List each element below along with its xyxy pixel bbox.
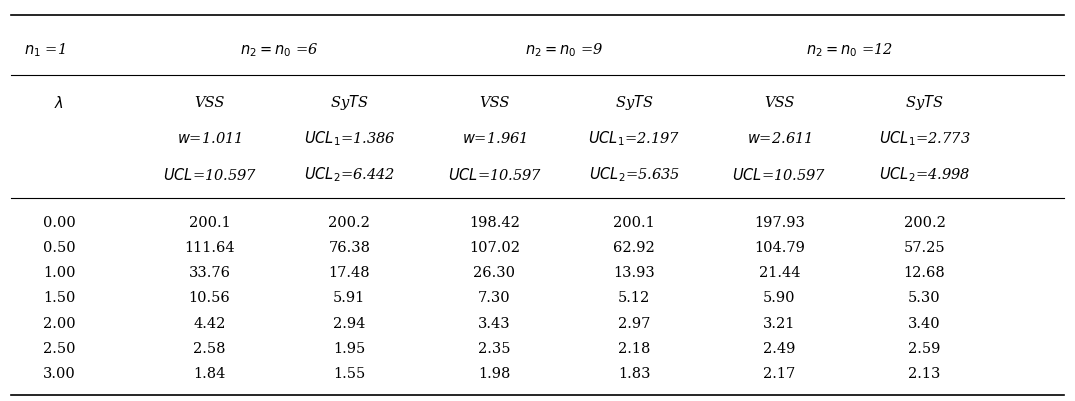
- Text: 0.50: 0.50: [43, 241, 75, 255]
- Text: $UCL_1$=2.773: $UCL_1$=2.773: [878, 129, 971, 148]
- Text: 107.02: 107.02: [469, 241, 520, 255]
- Text: 5.30: 5.30: [908, 291, 941, 305]
- Text: 2.58: 2.58: [194, 341, 226, 355]
- Text: $n_2 = n_0$ =6: $n_2 = n_0$ =6: [241, 41, 318, 59]
- Text: 198.42: 198.42: [469, 216, 520, 229]
- Text: $w$=2.611: $w$=2.611: [747, 131, 812, 146]
- Text: 21.44: 21.44: [759, 266, 800, 279]
- Text: $UCL_2$=6.442: $UCL_2$=6.442: [304, 165, 395, 184]
- Text: Sy$\mathit{T}$S: Sy$\mathit{T}$S: [615, 93, 654, 112]
- Text: 2.00: 2.00: [43, 316, 75, 330]
- Text: 3.40: 3.40: [908, 316, 941, 330]
- Text: Sy$\mathit{T}$S: Sy$\mathit{T}$S: [905, 93, 944, 112]
- Text: 26.30: 26.30: [473, 266, 516, 279]
- Text: $n_1$ =1: $n_1$ =1: [24, 41, 66, 59]
- Text: $UCL$=10.597: $UCL$=10.597: [447, 166, 542, 182]
- Text: $\lambda$: $\lambda$: [54, 94, 64, 110]
- Text: $w$=1.011: $w$=1.011: [177, 131, 242, 146]
- Text: 1.55: 1.55: [333, 366, 366, 380]
- Text: 3.00: 3.00: [43, 366, 75, 380]
- Text: 76.38: 76.38: [328, 241, 371, 255]
- Text: 0.00: 0.00: [43, 216, 75, 229]
- Text: $UCL$=10.597: $UCL$=10.597: [732, 166, 827, 182]
- Text: 13.93: 13.93: [614, 266, 655, 279]
- Text: 2.35: 2.35: [478, 341, 511, 355]
- Text: 197.93: 197.93: [754, 216, 805, 229]
- Text: 2.50: 2.50: [43, 341, 75, 355]
- Text: $UCL_2$=4.998: $UCL_2$=4.998: [878, 165, 971, 184]
- Text: 200.1: 200.1: [189, 216, 230, 229]
- Text: 2.13: 2.13: [908, 366, 941, 380]
- Text: 2.49: 2.49: [763, 341, 796, 355]
- Text: 5.12: 5.12: [618, 291, 650, 305]
- Text: VSS: VSS: [764, 95, 794, 109]
- Text: 10.56: 10.56: [189, 291, 230, 305]
- Text: 5.90: 5.90: [763, 291, 796, 305]
- Text: 7.30: 7.30: [478, 291, 511, 305]
- Text: $UCL_1$=1.386: $UCL_1$=1.386: [303, 129, 396, 148]
- Text: 5.91: 5.91: [333, 291, 366, 305]
- Text: 3.21: 3.21: [763, 316, 796, 330]
- Text: 2.94: 2.94: [333, 316, 366, 330]
- Text: 62.92: 62.92: [614, 241, 655, 255]
- Text: 17.48: 17.48: [329, 266, 370, 279]
- Text: 111.64: 111.64: [184, 241, 235, 255]
- Text: 4.42: 4.42: [194, 316, 226, 330]
- Text: $UCL$=10.597: $UCL$=10.597: [162, 166, 257, 182]
- Text: $UCL_1$=2.197: $UCL_1$=2.197: [588, 129, 680, 148]
- Text: Sy$\mathit{T}$S: Sy$\mathit{T}$S: [330, 93, 369, 112]
- Text: 2.18: 2.18: [618, 341, 650, 355]
- Text: 1.83: 1.83: [618, 366, 650, 380]
- Text: 2.97: 2.97: [618, 316, 650, 330]
- Text: 1.50: 1.50: [43, 291, 75, 305]
- Text: 1.84: 1.84: [194, 366, 226, 380]
- Text: 2.59: 2.59: [908, 341, 941, 355]
- Text: $n_2 = n_0$ =12: $n_2 = n_0$ =12: [805, 41, 893, 59]
- Text: $n_2 = n_0$ =9: $n_2 = n_0$ =9: [526, 41, 603, 59]
- Text: VSS: VSS: [479, 95, 510, 109]
- Text: VSS: VSS: [195, 95, 225, 109]
- Text: 104.79: 104.79: [754, 241, 805, 255]
- Text: 33.76: 33.76: [188, 266, 231, 279]
- Text: 1.98: 1.98: [478, 366, 511, 380]
- Text: 1.95: 1.95: [333, 341, 366, 355]
- Text: $w$=1.961: $w$=1.961: [462, 131, 527, 146]
- Text: 57.25: 57.25: [904, 241, 945, 255]
- Text: 200.2: 200.2: [329, 216, 370, 229]
- Text: 3.43: 3.43: [478, 316, 511, 330]
- Text: 2.17: 2.17: [763, 366, 796, 380]
- Text: 12.68: 12.68: [904, 266, 945, 279]
- Text: 200.1: 200.1: [614, 216, 655, 229]
- Text: $UCL_2$=5.635: $UCL_2$=5.635: [589, 165, 679, 184]
- Text: 200.2: 200.2: [904, 216, 945, 229]
- Text: 1.00: 1.00: [43, 266, 75, 279]
